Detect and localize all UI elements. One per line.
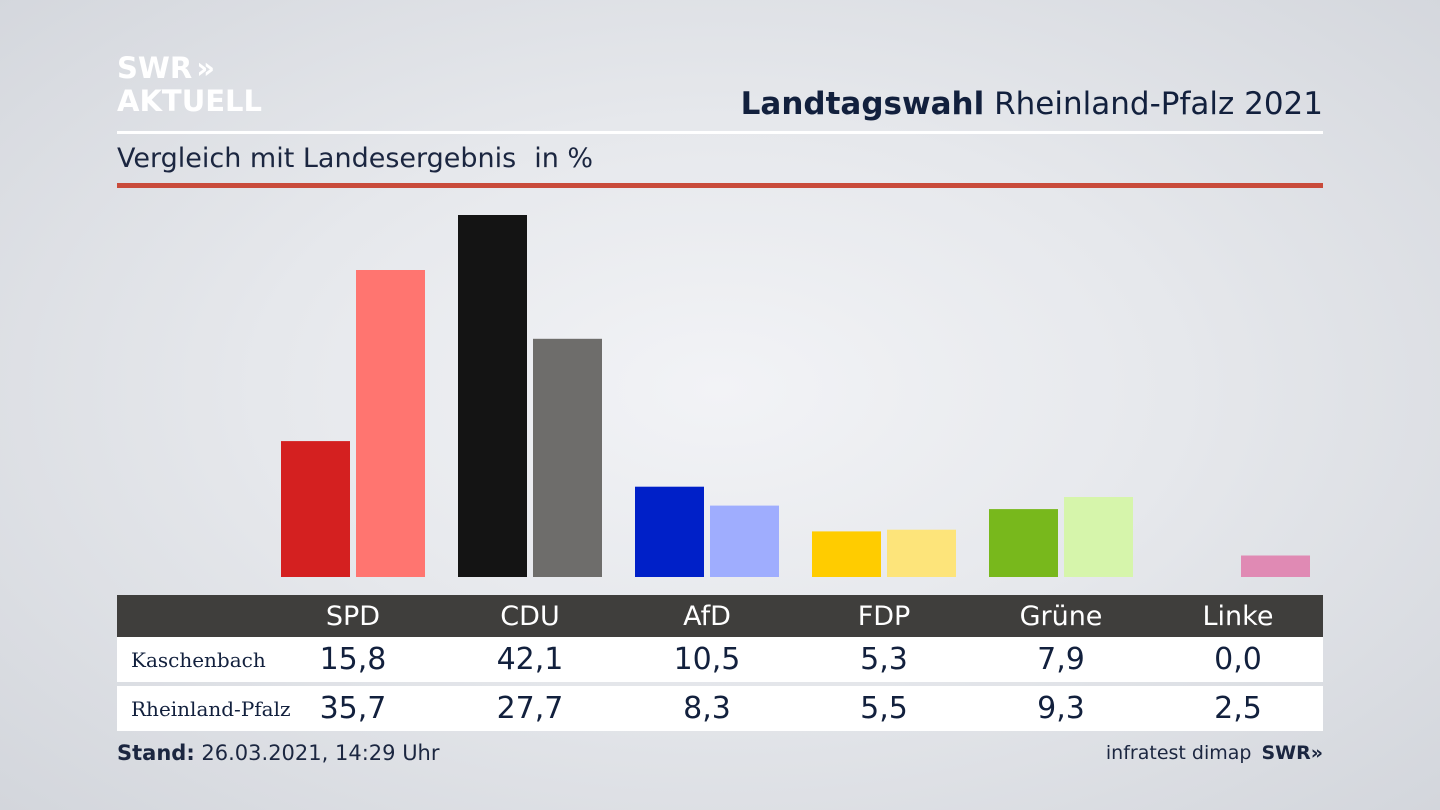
party-header: FDP <box>857 600 911 632</box>
swr-aktuell-logo: SWR» AKTUELL <box>117 54 262 116</box>
timestamp: Stand: 26.03.2021, 14:29 Uhr <box>117 741 440 765</box>
logo-line1: SWR <box>117 51 193 85</box>
data-label: 5,3 <box>860 642 908 677</box>
data-label: 9,3 <box>1037 691 1085 726</box>
table-header: SPD CDU AfD FDP Grüne Linke <box>117 595 1323 637</box>
data-label: 15,8 <box>319 642 387 677</box>
title-bold: Landtagswahl <box>740 86 985 122</box>
logo-chevron-icon: » <box>196 51 215 85</box>
bar-grne-state <box>1064 497 1133 577</box>
title-rest: Rheinland-Pfalz 2021 <box>994 86 1323 122</box>
data-label: 35,7 <box>319 691 387 726</box>
table-row: Rheinland-Pfalz 35,7 27,7 8,3 5,5 9,3 2,5 <box>117 686 1323 731</box>
page-title: Landtagswahl Rheinland-Pfalz 2021 <box>741 86 1323 122</box>
bar-afd-local <box>635 486 704 577</box>
results-table: SPD CDU AfD FDP Grüne Linke Kaschenbach 15,8 4… <box>117 595 1323 731</box>
bar-afd-state <box>710 505 779 577</box>
source-text: infratest dimap <box>1105 742 1252 764</box>
stand-label: Stand: <box>117 741 195 765</box>
header-divider <box>117 131 1323 134</box>
data-label: 2,5 <box>1214 691 1262 726</box>
row-label: Rheinland-Pfalz <box>131 696 291 721</box>
logo-line2: AKTUELL <box>117 84 263 118</box>
bar-linke-state <box>1241 555 1310 577</box>
bar-fdp-local <box>812 531 881 577</box>
data-label: 5,5 <box>860 691 908 726</box>
bar-grne-local <box>989 509 1058 577</box>
stand-value: 26.03.2021, 14:29 Uhr <box>201 741 440 765</box>
party-header: AfD <box>683 600 731 632</box>
data-label: 8,3 <box>683 691 731 726</box>
row-label: Kaschenbach <box>131 647 266 672</box>
source-credit: infratest dimap SWR» <box>1106 742 1323 764</box>
data-label: 42,1 <box>496 642 564 677</box>
data-label: 27,7 <box>496 691 564 726</box>
subtitle-text: Vergleich mit Landesergebnis <box>117 143 517 174</box>
data-label: 10,5 <box>673 642 741 677</box>
bar-cdu-state <box>533 338 602 577</box>
party-header: SPD <box>325 600 381 632</box>
party-header: Linke <box>1202 600 1274 632</box>
data-label: 7,9 <box>1037 642 1085 677</box>
party-header: Grüne <box>1019 600 1103 632</box>
subtitle-unit: in % <box>534 143 594 174</box>
bar-spd-state <box>356 270 425 577</box>
bar-fdp-state <box>887 529 956 577</box>
data-label: 0,0 <box>1214 642 1262 677</box>
bar-spd-local <box>281 441 350 577</box>
table-row: Kaschenbach 15,8 42,1 10,5 5,3 7,9 0,0 <box>117 637 1323 682</box>
broadcaster-logo: SWR» <box>1261 742 1323 764</box>
bar-cdu-local <box>458 215 527 577</box>
chart-subtitle: Vergleich mit Landesergebnis in % <box>117 143 593 174</box>
accent-divider <box>117 183 1323 188</box>
party-header: CDU <box>500 600 560 632</box>
